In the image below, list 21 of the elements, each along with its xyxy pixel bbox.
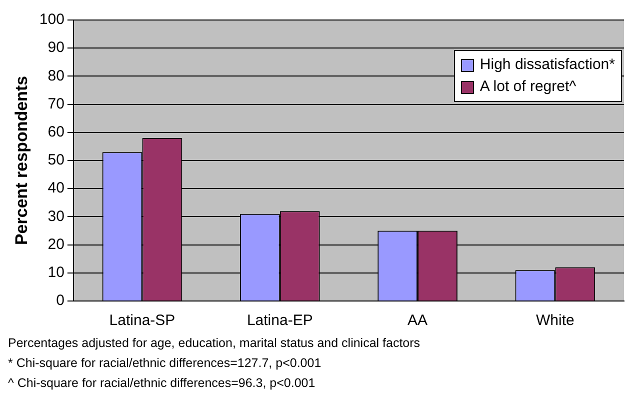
legend-label: A lot of regret^ <box>480 77 576 97</box>
x-tick-label: Latina-EP <box>246 312 313 330</box>
x-tick-label: AA <box>408 312 428 330</box>
y-tick-label: 40 <box>48 180 64 197</box>
y-tick-label: 70 <box>48 95 64 112</box>
text: * Chi-square for racial/ethnic differences=127.7, p<0.001 <box>8 355 322 372</box>
y-tick-label: 100 <box>39 11 64 28</box>
y-axis-title: Percent respondents <box>12 76 31 246</box>
text: Percentages adjusted for age, education, marital status and clinical factors <box>8 335 422 352</box>
x-tick-label: White <box>536 312 574 330</box>
y-tick-label: 60 <box>48 124 64 141</box>
y-tick-label: 10 <box>48 264 64 282</box>
y-tick-label: 0 <box>56 292 64 310</box>
text: ^ Chi-square for racial/ethnic differences=96.3, p<0.001 <box>8 375 316 392</box>
y-tick-label: 50 <box>48 152 64 169</box>
y-tick-label: 20 <box>48 236 64 253</box>
legend-label: High dissatisfaction* <box>480 55 615 75</box>
y-tick-label: 30 <box>48 208 64 225</box>
y-tick-label: 80 <box>48 67 64 84</box>
x-tick-label: Latina-SP <box>109 312 176 330</box>
y-tick-label: 90 <box>48 39 64 56</box>
